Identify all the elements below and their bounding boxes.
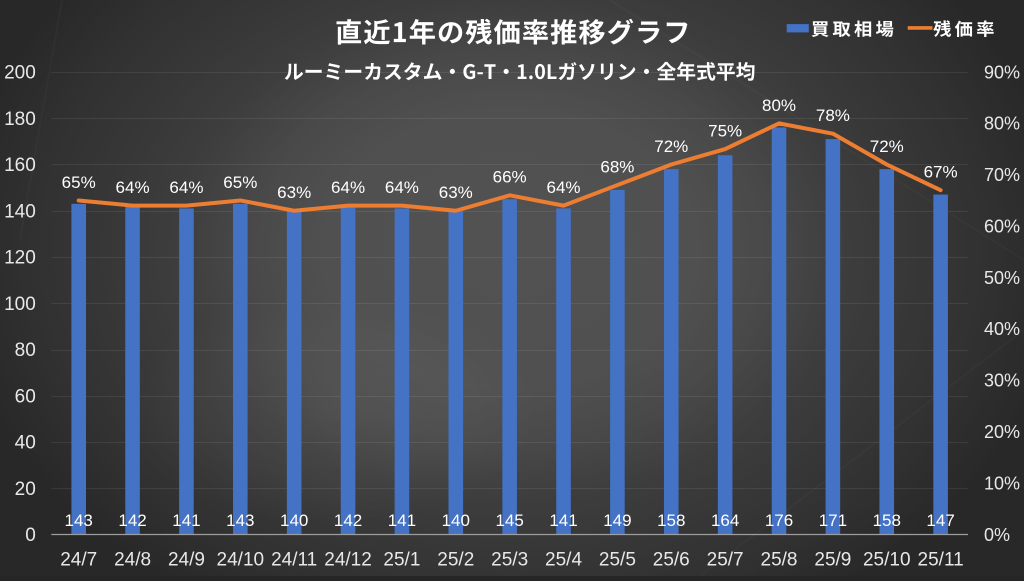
svg-text:78%: 78% <box>816 106 850 125</box>
svg-text:164: 164 <box>711 511 739 530</box>
svg-text:141: 141 <box>172 511 200 530</box>
svg-text:80%: 80% <box>984 114 1020 134</box>
svg-text:90%: 90% <box>984 62 1020 82</box>
svg-text:24/11: 24/11 <box>271 549 317 570</box>
svg-text:25/7: 25/7 <box>707 549 744 570</box>
svg-text:72%: 72% <box>870 137 904 156</box>
svg-text:63%: 63% <box>277 183 311 202</box>
svg-text:25/1: 25/1 <box>383 549 420 570</box>
svg-text:65%: 65% <box>223 173 257 192</box>
svg-text:65%: 65% <box>62 173 96 192</box>
svg-text:20: 20 <box>15 479 36 500</box>
svg-text:24/7: 24/7 <box>60 549 97 570</box>
svg-text:140: 140 <box>442 511 470 530</box>
svg-text:25/4: 25/4 <box>545 549 582 570</box>
svg-text:40: 40 <box>15 433 36 454</box>
svg-text:64%: 64% <box>169 178 203 197</box>
svg-text:158: 158 <box>657 511 685 530</box>
svg-text:66%: 66% <box>493 168 527 187</box>
svg-text:140: 140 <box>4 201 36 222</box>
svg-text:64%: 64% <box>385 178 419 197</box>
svg-text:30%: 30% <box>984 371 1020 391</box>
svg-text:145: 145 <box>495 511 523 530</box>
svg-text:75%: 75% <box>708 121 742 140</box>
svg-text:0%: 0% <box>984 525 1010 545</box>
svg-text:60: 60 <box>15 386 36 407</box>
svg-text:142: 142 <box>334 511 362 530</box>
svg-text:25/10: 25/10 <box>863 549 911 570</box>
svg-text:200: 200 <box>4 63 36 84</box>
svg-text:24/12: 24/12 <box>324 549 372 570</box>
svg-text:10%: 10% <box>984 473 1020 493</box>
svg-text:160: 160 <box>4 155 36 176</box>
svg-text:143: 143 <box>226 511 254 530</box>
svg-text:25/3: 25/3 <box>491 549 528 570</box>
svg-text:50%: 50% <box>984 268 1020 288</box>
svg-text:120: 120 <box>4 248 36 269</box>
svg-text:80: 80 <box>15 340 36 361</box>
svg-text:67%: 67% <box>924 163 958 182</box>
svg-text:63%: 63% <box>439 183 473 202</box>
svg-text:147: 147 <box>926 511 954 530</box>
svg-text:25/11: 25/11 <box>918 549 964 570</box>
svg-text:176: 176 <box>765 511 793 530</box>
svg-text:25/9: 25/9 <box>814 549 851 570</box>
svg-text:25/5: 25/5 <box>599 549 636 570</box>
svg-text:100: 100 <box>4 294 36 315</box>
svg-text:149: 149 <box>603 511 631 530</box>
svg-text:143: 143 <box>65 511 93 530</box>
svg-text:24/9: 24/9 <box>168 549 205 570</box>
svg-text:20%: 20% <box>984 422 1020 442</box>
svg-text:72%: 72% <box>654 137 688 156</box>
svg-text:64%: 64% <box>116 178 150 197</box>
svg-text:40%: 40% <box>984 319 1020 339</box>
svg-text:64%: 64% <box>547 178 581 197</box>
svg-text:60%: 60% <box>984 216 1020 236</box>
svg-text:180: 180 <box>4 109 36 130</box>
svg-text:0: 0 <box>25 525 36 546</box>
svg-text:171: 171 <box>819 511 847 530</box>
svg-text:25/8: 25/8 <box>761 549 798 570</box>
svg-text:24/8: 24/8 <box>114 549 151 570</box>
svg-text:141: 141 <box>549 511 577 530</box>
svg-text:25/6: 25/6 <box>653 549 690 570</box>
svg-text:141: 141 <box>388 511 416 530</box>
svg-text:140: 140 <box>280 511 308 530</box>
svg-text:142: 142 <box>118 511 146 530</box>
svg-text:64%: 64% <box>331 178 365 197</box>
svg-text:70%: 70% <box>984 165 1020 185</box>
svg-text:68%: 68% <box>600 157 634 176</box>
svg-text:25/2: 25/2 <box>437 549 474 570</box>
svg-text:80%: 80% <box>762 96 796 115</box>
svg-text:24/10: 24/10 <box>217 549 265 570</box>
svg-text:158: 158 <box>873 511 901 530</box>
